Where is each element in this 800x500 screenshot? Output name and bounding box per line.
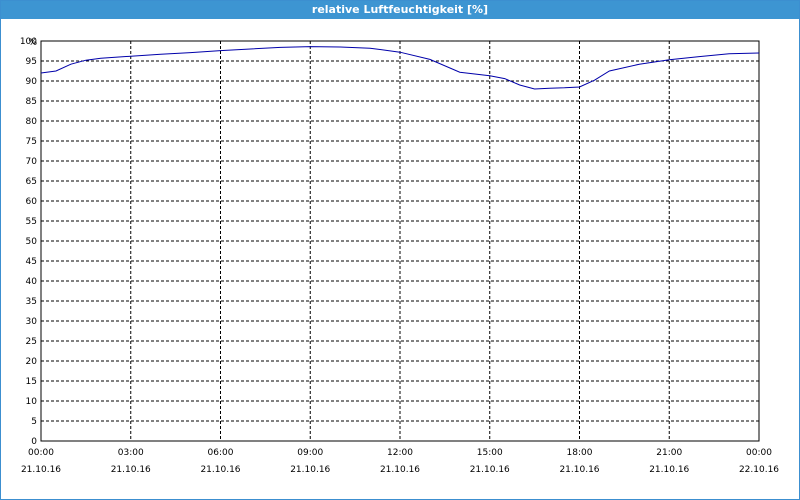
- y-tick-label: 35: [26, 297, 37, 307]
- x-tick-date: 22.10.16: [739, 465, 779, 475]
- y-tick-label: 80: [26, 117, 38, 127]
- x-tick-date: 21.10.16: [21, 465, 61, 475]
- y-tick-label: 40: [26, 277, 38, 287]
- x-tick-time: 18:00: [567, 448, 593, 458]
- x-tick-date: 21.10.16: [380, 465, 420, 475]
- x-tick-time: 15:00: [477, 448, 503, 458]
- x-tick-date: 21.10.16: [470, 465, 510, 475]
- y-tick-label: 90: [26, 77, 38, 87]
- y-tick-label: 70: [26, 157, 38, 167]
- y-tick-label: 45: [26, 257, 37, 267]
- y-tick-label: 100: [20, 37, 37, 47]
- y-tick-label: 5: [31, 417, 37, 427]
- y-tick-label: 20: [26, 357, 38, 367]
- y-tick-label: 95: [26, 57, 37, 67]
- y-tick-label: 55: [26, 217, 37, 227]
- x-tick-date: 21.10.16: [111, 465, 151, 475]
- x-tick-time: 09:00: [297, 448, 323, 458]
- humidity-chart: % 0 5 10 15 20 25 30 35 40 45 50 55 60 65 70 75 80 85 90 95 1…: [20, 37, 780, 475]
- x-tick-time: 00:00: [746, 448, 772, 458]
- x-tick-date: 21.10.16: [559, 465, 599, 475]
- y-axis-label: %: [28, 38, 37, 48]
- x-tick-time: 03:00: [118, 448, 144, 458]
- x-tick-time: 12:00: [387, 448, 413, 458]
- x-tick-date: 21.10.16: [290, 465, 330, 475]
- y-tick-label: 30: [26, 317, 38, 327]
- y-tick-label: 15: [26, 377, 37, 387]
- y-tick-label: 65: [26, 177, 37, 187]
- y-tick-label: 60: [26, 197, 38, 207]
- x-tick-time: 00:00: [28, 448, 54, 458]
- y-tick-label: 50: [26, 237, 38, 247]
- humidity-line: [40, 46, 760, 90]
- x-tick-time: 21:00: [656, 448, 682, 458]
- x-tick-time: 06:00: [208, 448, 234, 458]
- y-tick-label: 0: [31, 437, 37, 447]
- y-tick-label: 75: [26, 137, 37, 147]
- y-tick-label: 25: [26, 337, 37, 347]
- chart-title: relative Luftfeuchtigkeit [%]: [1, 1, 799, 19]
- x-tick-date: 21.10.16: [649, 465, 689, 475]
- y-tick-label: 10: [26, 397, 38, 407]
- y-tick-label: 85: [26, 97, 37, 107]
- x-tick-date: 21.10.16: [200, 465, 240, 475]
